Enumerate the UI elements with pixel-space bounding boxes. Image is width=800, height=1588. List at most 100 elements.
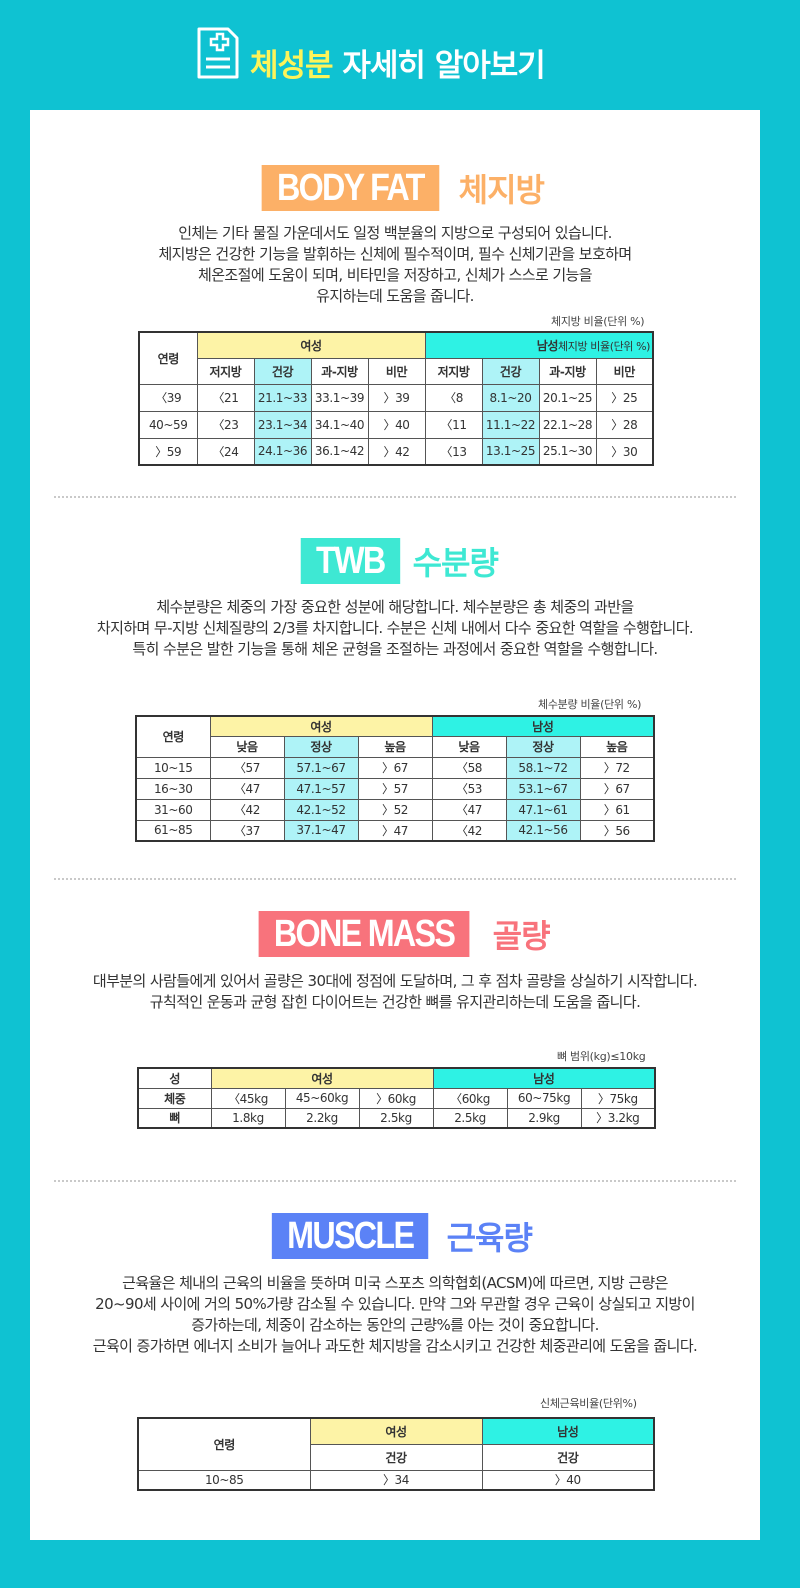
- table-row: 뼈 1.8kg 2.2kg 2.5kg 2.5kg 2.9kg 〉3.2kg: [137, 1107, 656, 1129]
- body-fat-unit-label: 체지방 비율(단위 %): [551, 315, 645, 328]
- paragraph-line: 체지방은 건강한 기능을 발휘하는 신체에 필수적이며, 필수 신체기관을 보호…: [158, 245, 632, 263]
- table-cell: 〈47: [209, 777, 285, 800]
- table-cell: 〈39: [138, 383, 198, 412]
- table-cell: 〉67: [579, 777, 655, 800]
- table-cell: 57.1~67: [283, 756, 359, 779]
- table-cell: 45~60kg: [284, 1087, 360, 1109]
- col-header-age: 연령: [137, 1417, 311, 1471]
- table-row: 40~59 〈23 23.1~34 34.1~40 〉40 〈11 11.1~22 22.1~…: [138, 410, 654, 439]
- table-cell: 10~85: [137, 1469, 311, 1491]
- table-cell: 〈13: [424, 437, 483, 466]
- page-title-highlight: 체성분: [250, 48, 334, 84]
- muscle-description: 근육율은 체내의 근육의 비율을 뜻하며 미국 스포츠 의학협회(ACSM)에 …: [30, 1273, 760, 1357]
- twb-title: 수분량: [412, 544, 499, 582]
- col-header: 과-지방: [310, 357, 369, 385]
- col-header: 비만: [595, 357, 654, 385]
- col-header-sex: 성: [137, 1067, 212, 1089]
- col-header: 건강: [481, 357, 540, 385]
- paragraph-line: 20~90세 사이에 거의 50%가량 감소될 수 있습니다. 만약 그와 무관…: [95, 1295, 695, 1313]
- page-title-rest: 자세히 알아보기: [332, 48, 545, 84]
- table-cell: 〈37: [209, 819, 285, 842]
- table-cell: 58.1~72: [505, 756, 581, 779]
- muscle-unit-label: 신체근육비율(단위%): [540, 1397, 637, 1410]
- paragraph-line: 근육이 증가하면 에너지 소비가 늘어나 과도한 체지방을 감소시키고 건강한 …: [92, 1337, 698, 1355]
- table-cell: 〈11: [424, 410, 483, 439]
- table-cell: 61~85: [135, 819, 211, 842]
- table-cell: 〉72: [579, 756, 655, 779]
- col-header-male: 남성: [481, 1417, 655, 1445]
- table-cell: 〉40: [367, 410, 426, 439]
- row-header-bone: 뼈: [137, 1107, 212, 1129]
- table-cell: 20.1~25: [538, 383, 597, 412]
- row-header-weight: 체중: [137, 1087, 212, 1109]
- male-label: 남성: [536, 338, 559, 353]
- overlap-unit-label: 체지방 비율(단위 %): [558, 339, 651, 353]
- paragraph-line: 규칙적인 운동과 균형 잡힌 다이어트는 건강한 뼈를 유지관리하는데 도움을 …: [149, 993, 641, 1011]
- table-cell: 〈45kg: [210, 1087, 286, 1109]
- table-cell: 〉61: [579, 798, 655, 821]
- paragraph-line: 근육율은 체내의 근육의 비율을 뜻하며 미국 스포츠 의학협회(ACSM)에 …: [122, 1274, 668, 1292]
- col-header-male: 남성: [432, 1067, 656, 1089]
- muscle-badge: MUSCLE: [271, 1213, 429, 1259]
- table-row: 16~30 〈47 47.1~57 〉57 〈53 53.1~67 〉67: [135, 777, 655, 800]
- col-header: 정상: [283, 735, 359, 758]
- table-row: 〈39 〈21 21.1~33 33.1~39 〉39 〈8 8.1~20 20.1~25 〉2…: [138, 383, 654, 412]
- table-cell: 〉47: [357, 819, 433, 842]
- col-header: 건강: [309, 1443, 483, 1471]
- bone-mass-description: 대부분의 사람들에게 있어서 골량은 30대에 정점에 도달하며, 그 후 점차…: [30, 971, 760, 1013]
- col-header-male: 남성체지방 비율(단위 %): [424, 331, 654, 359]
- table-cell: 〉59: [138, 437, 198, 466]
- table-cell: 47.1~61: [505, 798, 581, 821]
- paragraph-line: 차지하며 무-지방 신체질량의 2/3를 차지합니다. 수분은 신체 내에서 다…: [96, 619, 694, 637]
- content-card: BODY FAT 체지방 인체는 기타 물질 가운데서도 일정 백분율의 지방으…: [30, 110, 760, 1540]
- bone-mass-badge: BONE MASS: [259, 911, 471, 957]
- table-cell: 2.9kg: [506, 1107, 582, 1129]
- table-cell: 〉57: [357, 777, 433, 800]
- col-header: 높음: [357, 735, 433, 758]
- col-header: 높음: [579, 735, 655, 758]
- table-cell: 8.1~20: [481, 383, 540, 412]
- table-cell: 2.5kg: [358, 1107, 434, 1129]
- section-divider: [54, 496, 736, 498]
- col-header: 저지방: [424, 357, 483, 385]
- table-cell: 〉39: [367, 383, 426, 412]
- table-cell: 〈23: [196, 410, 255, 439]
- body-fat-title: 체지방: [458, 171, 545, 209]
- bone-mass-unit-label: 뼈 범위(kg)≤10kg: [557, 1050, 646, 1063]
- table-cell: 〈24: [196, 437, 255, 466]
- table-cell: 〉75kg: [580, 1087, 656, 1109]
- body-fat-table: 연령 여성 남성체지방 비율(단위 %) 저지방 건강 과-지방 비만 저지방 …: [138, 331, 655, 466]
- table-row: 〉59 〈24 24.1~36 36.1~42 〉42 〈13 13.1~25 25.1~30…: [138, 437, 654, 466]
- col-header: 건강: [481, 1443, 655, 1471]
- paragraph-line: 체온조절에 도움이 되며, 비타민을 저장하고, 신체가 스스로 기능을: [198, 266, 593, 284]
- table-cell: 37.1~47: [283, 819, 359, 842]
- table-cell: 〉30: [595, 437, 654, 466]
- col-header-female: 여성: [209, 715, 433, 737]
- section-divider: [54, 878, 736, 880]
- table-cell: 〉3.2kg: [580, 1107, 656, 1129]
- col-header-female: 여성: [196, 331, 426, 359]
- col-header: 낮음: [209, 735, 285, 758]
- table-cell: 16~30: [135, 777, 211, 800]
- bone-mass-title: 골량: [492, 917, 551, 955]
- table-cell: 25.1~30: [538, 437, 597, 466]
- table-row: 31~60 〈42 42.1~52 〉52 〈47 47.1~61 〉61: [135, 798, 655, 821]
- paragraph-line: 대부분의 사람들에게 있어서 골량은 30대에 정점에 도달하며, 그 후 점차…: [92, 972, 698, 990]
- table-cell: 〉56: [579, 819, 655, 842]
- table-cell: 31~60: [135, 798, 211, 821]
- table-cell: 42.1~56: [505, 819, 581, 842]
- table-cell: 〈21: [196, 383, 255, 412]
- page-title: 체성분 자세히 알아보기: [250, 40, 546, 85]
- twb-heading: TWB 수분량: [30, 538, 760, 584]
- table-cell: 47.1~57: [283, 777, 359, 800]
- table-cell: 23.1~34: [253, 410, 312, 439]
- table-cell: 34.1~40: [310, 410, 369, 439]
- table-cell: 〈47: [431, 798, 507, 821]
- muscle-title: 근육량: [446, 1219, 533, 1257]
- table-cell: 〉28: [595, 410, 654, 439]
- table-cell: 〈8: [424, 383, 483, 412]
- table-cell: 10~15: [135, 756, 211, 779]
- table-cell: 〈53: [431, 777, 507, 800]
- col-header-age: 연령: [135, 715, 211, 758]
- table-cell: 22.1~28: [538, 410, 597, 439]
